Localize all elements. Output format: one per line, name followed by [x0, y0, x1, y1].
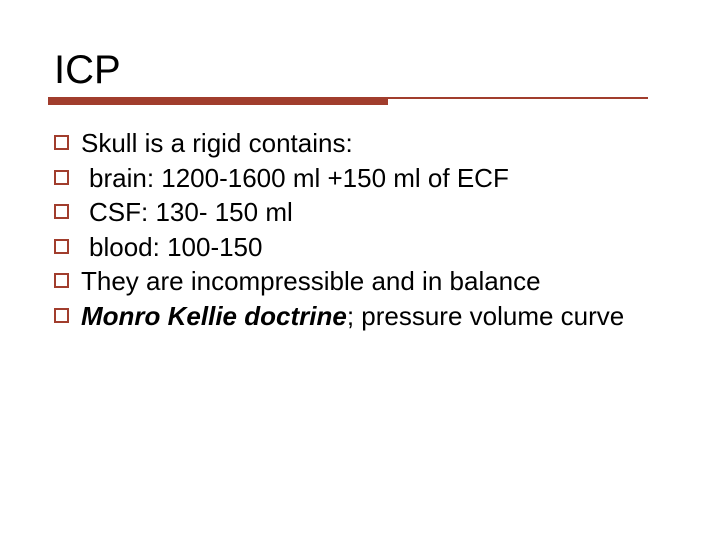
bullet-text: CSF: 130- 150 ml [81, 196, 293, 229]
underline-thin [388, 97, 648, 99]
slide: ICP Skull is a rigid contains: brain: 12… [0, 0, 720, 540]
bullet-text: Skull is a rigid contains: [81, 127, 353, 160]
checkbox-icon [54, 239, 69, 254]
bullet-text: blood: 100-150 [81, 231, 262, 264]
bullet-text: brain: 1200-1600 ml +150 ml of ECF [81, 162, 509, 195]
checkbox-icon [54, 135, 69, 150]
bullet-item: blood: 100-150 [54, 231, 672, 264]
slide-title: ICP [48, 48, 672, 93]
checkbox-icon [54, 273, 69, 288]
checkbox-icon [54, 204, 69, 219]
slide-content: Skull is a rigid contains: brain: 1200-1… [48, 127, 672, 332]
bullet-item: CSF: 130- 150 ml [54, 196, 672, 229]
bullet-text: Monro Kellie doctrine; pressure volume c… [81, 300, 624, 333]
bullet-item: Monro Kellie doctrine; pressure volume c… [54, 300, 672, 333]
emphasis-text: Monro Kellie doctrine [81, 301, 347, 331]
checkbox-icon [54, 308, 69, 323]
underline-thick [48, 97, 388, 105]
checkbox-icon [54, 170, 69, 185]
bullet-item: Skull is a rigid contains: [54, 127, 672, 160]
bullet-text: They are incompressible and in balance [81, 265, 541, 298]
bullet-item: They are incompressible and in balance [54, 265, 672, 298]
bullet-item: brain: 1200-1600 ml +150 ml of ECF [54, 162, 672, 195]
title-underline [48, 97, 648, 105]
